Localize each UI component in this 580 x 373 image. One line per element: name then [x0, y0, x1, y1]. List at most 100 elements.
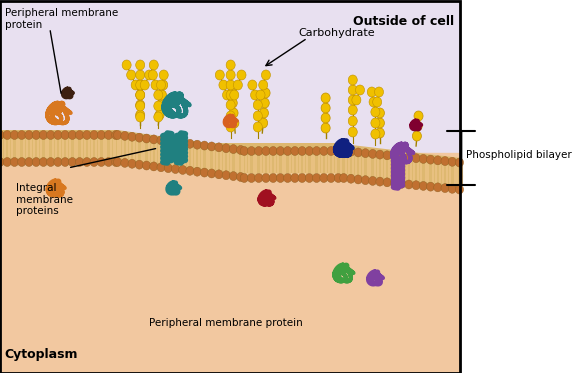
- Circle shape: [276, 147, 284, 156]
- Circle shape: [397, 179, 405, 188]
- Circle shape: [426, 182, 434, 191]
- Circle shape: [159, 70, 168, 80]
- Circle shape: [426, 155, 434, 164]
- Circle shape: [291, 173, 299, 182]
- Circle shape: [354, 175, 362, 184]
- Circle shape: [383, 151, 391, 160]
- Circle shape: [253, 122, 262, 132]
- Circle shape: [61, 157, 69, 166]
- Circle shape: [148, 70, 157, 80]
- Circle shape: [179, 165, 187, 175]
- Circle shape: [122, 60, 131, 70]
- Circle shape: [434, 156, 442, 165]
- Circle shape: [149, 60, 158, 70]
- Circle shape: [284, 147, 292, 156]
- Circle shape: [228, 98, 237, 108]
- Circle shape: [154, 112, 163, 122]
- Circle shape: [373, 97, 382, 107]
- Circle shape: [0, 131, 4, 140]
- Circle shape: [229, 108, 238, 118]
- Circle shape: [128, 159, 136, 168]
- Circle shape: [136, 90, 145, 100]
- Circle shape: [164, 164, 172, 173]
- Circle shape: [227, 88, 237, 98]
- Circle shape: [157, 90, 166, 100]
- Circle shape: [54, 157, 62, 166]
- Circle shape: [255, 173, 263, 182]
- Circle shape: [222, 144, 230, 153]
- Circle shape: [348, 127, 357, 137]
- Circle shape: [259, 80, 268, 90]
- Circle shape: [136, 80, 145, 90]
- Circle shape: [10, 157, 19, 166]
- Polygon shape: [335, 143, 461, 188]
- Circle shape: [128, 132, 136, 141]
- Circle shape: [83, 157, 91, 166]
- Circle shape: [375, 128, 385, 138]
- Circle shape: [313, 147, 321, 156]
- Circle shape: [0, 157, 4, 166]
- Circle shape: [136, 60, 145, 70]
- Circle shape: [68, 131, 77, 140]
- Circle shape: [414, 111, 423, 121]
- Circle shape: [223, 90, 231, 100]
- Circle shape: [334, 173, 342, 182]
- Circle shape: [104, 157, 113, 166]
- Circle shape: [208, 142, 216, 151]
- Circle shape: [354, 148, 362, 157]
- Circle shape: [121, 131, 129, 140]
- Text: Phospholipid bilayer: Phospholipid bilayer: [466, 150, 571, 160]
- Circle shape: [412, 131, 422, 141]
- Circle shape: [371, 107, 380, 117]
- Text: Carbohydrate: Carbohydrate: [299, 28, 375, 38]
- Circle shape: [46, 131, 55, 140]
- Circle shape: [226, 122, 235, 132]
- Circle shape: [269, 147, 277, 156]
- Circle shape: [126, 70, 136, 80]
- Circle shape: [226, 80, 235, 90]
- Circle shape: [321, 123, 330, 133]
- Circle shape: [260, 98, 269, 108]
- Circle shape: [17, 157, 26, 166]
- Circle shape: [10, 131, 19, 140]
- Circle shape: [327, 147, 335, 156]
- Circle shape: [97, 131, 106, 140]
- Circle shape: [136, 80, 145, 90]
- Circle shape: [179, 138, 187, 147]
- Circle shape: [390, 179, 398, 188]
- Circle shape: [230, 90, 239, 100]
- Circle shape: [17, 131, 26, 140]
- Circle shape: [348, 75, 357, 85]
- Circle shape: [200, 141, 208, 150]
- Circle shape: [143, 134, 151, 143]
- Circle shape: [39, 131, 48, 140]
- Circle shape: [75, 157, 84, 166]
- Circle shape: [397, 152, 405, 161]
- Circle shape: [200, 168, 208, 177]
- Circle shape: [255, 147, 263, 156]
- Circle shape: [321, 93, 330, 103]
- Circle shape: [229, 145, 237, 154]
- Circle shape: [61, 131, 69, 140]
- Circle shape: [262, 70, 270, 80]
- Circle shape: [136, 112, 145, 122]
- Circle shape: [230, 118, 239, 128]
- Circle shape: [441, 184, 449, 192]
- Bar: [0, 0, 461, 188]
- Circle shape: [233, 80, 242, 90]
- Circle shape: [25, 157, 33, 166]
- Circle shape: [305, 173, 313, 182]
- Polygon shape: [0, 130, 118, 160]
- Circle shape: [237, 70, 246, 80]
- Circle shape: [348, 116, 357, 126]
- Circle shape: [135, 133, 143, 142]
- Circle shape: [248, 80, 257, 90]
- Polygon shape: [208, 143, 335, 173]
- Circle shape: [320, 147, 328, 156]
- Circle shape: [375, 108, 385, 118]
- Circle shape: [320, 173, 328, 182]
- Circle shape: [291, 147, 299, 156]
- Circle shape: [448, 157, 456, 166]
- Circle shape: [46, 157, 55, 166]
- Circle shape: [340, 147, 348, 156]
